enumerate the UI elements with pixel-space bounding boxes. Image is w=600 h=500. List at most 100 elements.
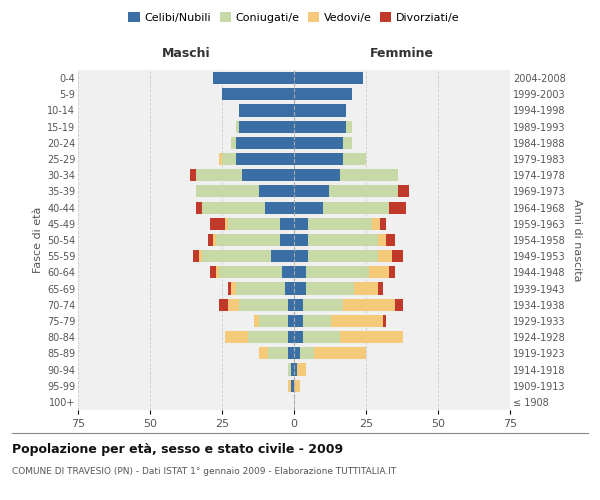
Bar	[372, 218, 380, 230]
Bar	[323, 202, 389, 213]
Bar	[211, 218, 225, 230]
Bar	[305, 266, 369, 278]
Bar	[196, 186, 259, 198]
Text: Popolazione per età, sesso e stato civile - 2009: Popolazione per età, sesso e stato civil…	[12, 442, 343, 456]
Bar	[343, 137, 352, 149]
Bar	[308, 234, 377, 246]
Bar	[294, 104, 346, 117]
Bar	[236, 282, 286, 294]
Bar	[288, 331, 294, 343]
Bar	[294, 137, 343, 149]
Bar	[280, 234, 294, 246]
Bar	[216, 234, 280, 246]
Bar	[228, 298, 239, 311]
Bar	[196, 202, 202, 213]
Bar	[294, 250, 308, 262]
Bar	[288, 380, 291, 392]
Bar	[297, 364, 305, 376]
Bar	[259, 186, 294, 198]
Bar	[230, 137, 236, 149]
Text: Maschi: Maschi	[161, 48, 211, 60]
Bar	[314, 348, 366, 360]
Bar	[294, 186, 329, 198]
Bar	[294, 282, 305, 294]
Bar	[288, 298, 294, 311]
Bar	[308, 250, 377, 262]
Bar	[302, 298, 343, 311]
Text: Femmine: Femmine	[370, 48, 434, 60]
Bar	[383, 315, 386, 327]
Bar	[236, 120, 239, 132]
Y-axis label: Anni di nascita: Anni di nascita	[572, 198, 582, 281]
Bar	[308, 218, 372, 230]
Bar	[302, 315, 331, 327]
Bar	[294, 88, 352, 101]
Bar	[208, 234, 214, 246]
Bar	[230, 282, 236, 294]
Bar	[392, 250, 403, 262]
Bar	[294, 315, 302, 327]
Bar	[377, 282, 383, 294]
Bar	[219, 153, 222, 165]
Bar	[343, 298, 395, 311]
Bar	[259, 315, 288, 327]
Bar	[222, 153, 236, 165]
Bar	[196, 169, 242, 181]
Bar	[216, 266, 219, 278]
Bar	[389, 266, 395, 278]
Bar	[294, 380, 300, 392]
Bar	[211, 266, 216, 278]
Bar	[305, 282, 355, 294]
Bar	[239, 104, 294, 117]
Bar	[294, 266, 305, 278]
Bar	[380, 218, 386, 230]
Y-axis label: Fasce di età: Fasce di età	[32, 207, 43, 273]
Bar	[283, 266, 294, 278]
Bar	[214, 234, 216, 246]
Bar	[271, 250, 294, 262]
Bar	[202, 250, 271, 262]
Bar	[236, 137, 294, 149]
Bar	[288, 364, 291, 376]
Bar	[202, 202, 265, 213]
Bar	[377, 250, 392, 262]
Bar	[291, 364, 294, 376]
Bar	[340, 331, 403, 343]
Bar	[242, 169, 294, 181]
Bar	[199, 250, 202, 262]
Bar	[219, 266, 283, 278]
Bar	[288, 348, 294, 360]
Bar	[294, 169, 340, 181]
Bar	[288, 315, 294, 327]
Bar	[294, 120, 346, 132]
Bar	[294, 153, 343, 165]
Legend: Celibi/Nubili, Coniugati/e, Vedovi/e, Divorziati/e: Celibi/Nubili, Coniugati/e, Vedovi/e, Di…	[124, 8, 464, 28]
Bar	[346, 120, 352, 132]
Bar	[239, 298, 288, 311]
Bar	[190, 169, 196, 181]
Bar	[329, 186, 398, 198]
Bar	[219, 298, 228, 311]
Bar	[291, 380, 294, 392]
Bar	[259, 348, 268, 360]
Bar	[343, 153, 366, 165]
Bar	[248, 331, 288, 343]
Bar	[228, 282, 230, 294]
Bar	[294, 348, 300, 360]
Bar	[398, 186, 409, 198]
Bar	[294, 72, 363, 84]
Bar	[389, 202, 406, 213]
Bar	[395, 298, 403, 311]
Bar	[294, 202, 323, 213]
Bar	[265, 202, 294, 213]
Bar	[228, 218, 280, 230]
Bar	[377, 234, 386, 246]
Bar	[355, 282, 377, 294]
Bar	[386, 234, 395, 246]
Bar	[236, 153, 294, 165]
Bar	[225, 218, 228, 230]
Text: COMUNE DI TRAVESIO (PN) - Dati ISTAT 1° gennaio 2009 - Elaborazione TUTTITALIA.I: COMUNE DI TRAVESIO (PN) - Dati ISTAT 1° …	[12, 468, 396, 476]
Bar	[268, 348, 288, 360]
Bar	[222, 88, 294, 101]
Bar	[331, 315, 383, 327]
